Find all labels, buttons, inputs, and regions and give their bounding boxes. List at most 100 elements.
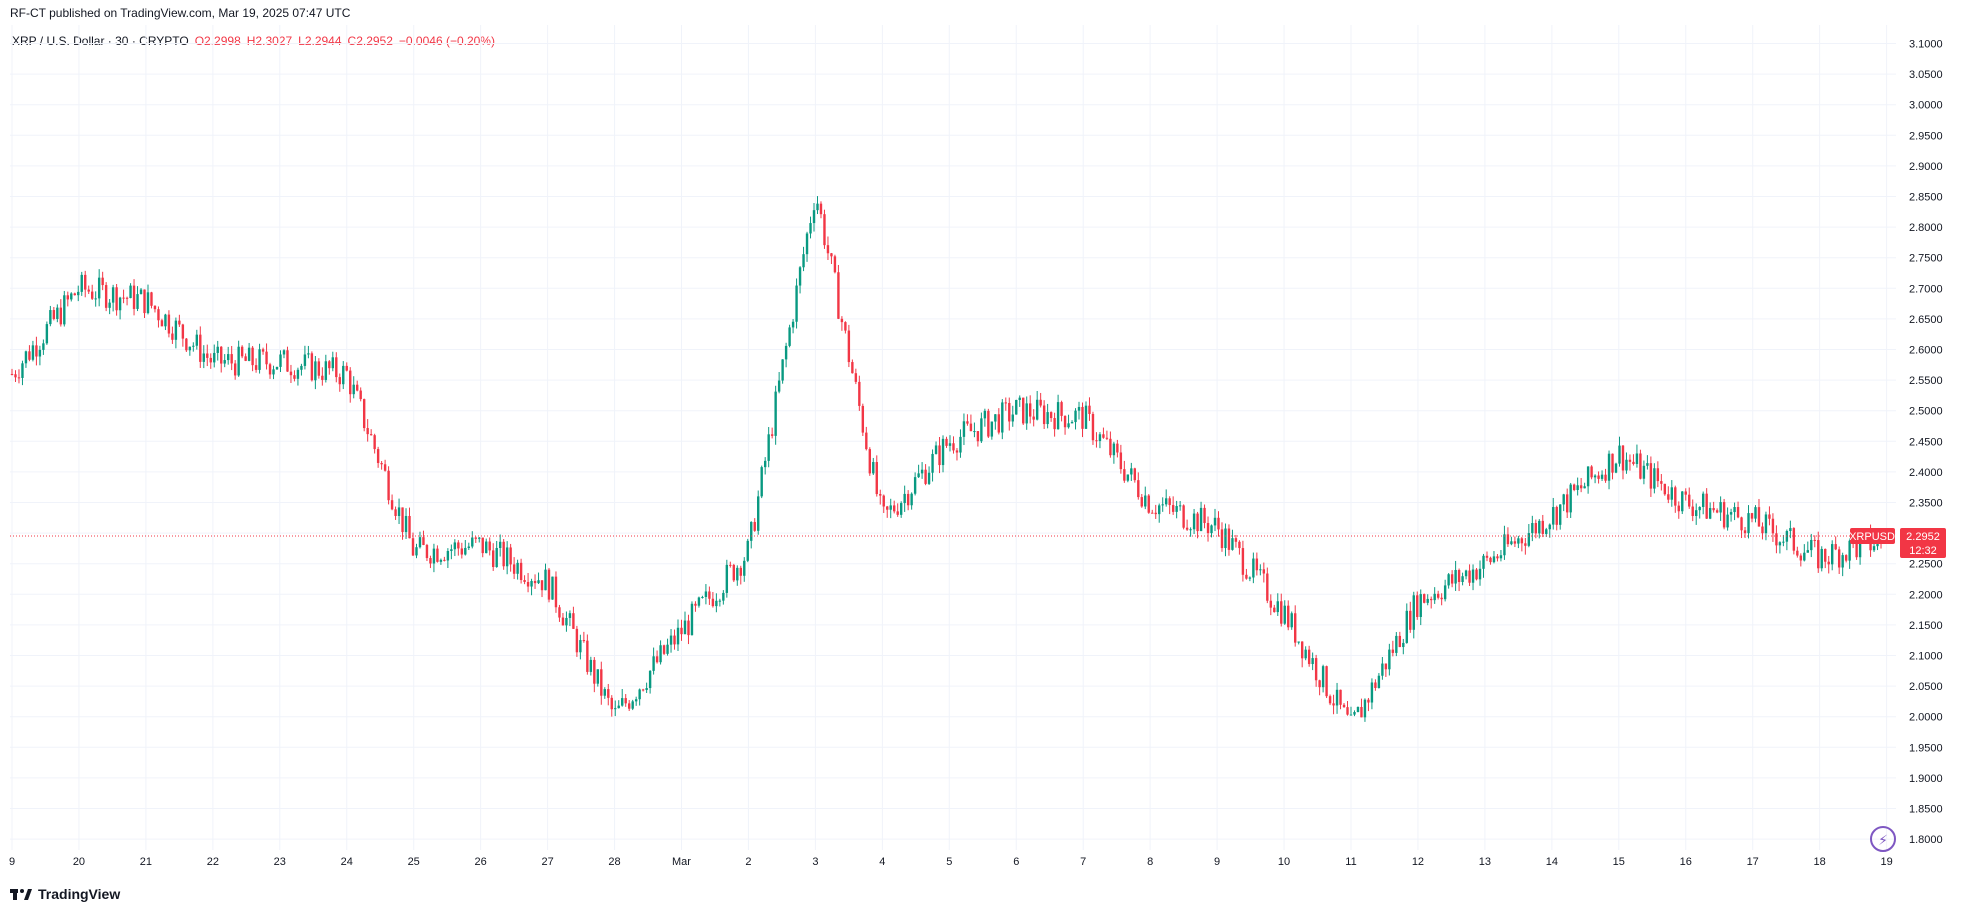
candle-body (146, 292, 150, 314)
candle-body (390, 500, 394, 510)
candle-body (28, 351, 31, 360)
candle-body (631, 701, 634, 709)
candle-body (1419, 594, 1422, 617)
lightning-icon[interactable]: ⚡ (1870, 826, 1896, 852)
candle-body (1565, 494, 1569, 513)
candle-body (715, 600, 718, 607)
candle-body (485, 541, 488, 554)
candle-body (1663, 483, 1667, 495)
candle-body (478, 537, 481, 539)
candle-body (743, 560, 746, 576)
candle-body (1454, 569, 1457, 584)
candle-body (436, 548, 439, 562)
candle-body (554, 576, 558, 608)
candle-body (736, 567, 739, 581)
candle-body (729, 564, 732, 566)
candle-body (1552, 507, 1555, 525)
candle-body (837, 272, 840, 319)
candle-body (1276, 601, 1279, 613)
candle-body (209, 357, 212, 363)
candle-body (1363, 699, 1367, 718)
candle-body (1273, 607, 1276, 613)
candle-body (1464, 570, 1468, 577)
candle-body (1067, 423, 1070, 428)
candle-body (1189, 529, 1192, 531)
candle-body (443, 559, 446, 561)
price-tick-label: 2.2000 (1909, 589, 1943, 601)
candle-body (966, 421, 969, 424)
symbol-title[interactable]: XRP / U.S. Dollar · 30 · CRYPTO (12, 34, 189, 48)
ohlc-high: H2.3027 (246, 34, 293, 48)
time-tick-label: 14 (1546, 856, 1558, 868)
candle-body (1503, 534, 1506, 556)
candle-body (139, 289, 143, 295)
candle-body (1691, 506, 1694, 516)
candle-body (261, 349, 265, 352)
candle-body (464, 547, 467, 555)
time-tick-label: 28 (608, 856, 620, 868)
symbol-legend: XRP / U.S. Dollar · 30 · CRYPTO O2.2998 … (12, 34, 495, 48)
candle-body (1339, 689, 1342, 705)
price-tick-label: 3.0000 (1909, 100, 1943, 112)
time-tick-label: 2 (745, 856, 751, 868)
candle-body (973, 431, 976, 433)
candle-body (1872, 546, 1876, 551)
candle-body (872, 462, 875, 474)
candle-body (1199, 507, 1203, 532)
candle-body (516, 562, 519, 574)
candle-body (1370, 682, 1374, 703)
candle-body (512, 564, 516, 574)
candle-body (474, 537, 477, 539)
candle-body (1827, 561, 1830, 565)
candle-body (1541, 520, 1544, 534)
candle-body (906, 493, 910, 506)
candle-body (1653, 468, 1656, 489)
candle-body (1109, 438, 1112, 456)
candle-body (1621, 445, 1625, 471)
candle-body (1761, 526, 1764, 534)
price-axis[interactable]: 3.1000 3.0500 3.0000 2.9500 2.9000 2.8500 2.80… (1896, 0, 1963, 911)
candle-body (411, 538, 415, 556)
candle-body (1440, 597, 1443, 600)
candle-body (1430, 598, 1433, 601)
candle-body (955, 450, 959, 453)
candle-body (704, 591, 708, 597)
candle-body (526, 581, 530, 587)
candle-body (1234, 538, 1238, 542)
candle-body (596, 669, 600, 684)
candle-body (1496, 556, 1499, 559)
candle-body (1670, 487, 1674, 500)
candle-body (1182, 505, 1185, 528)
candle-body (1600, 474, 1604, 479)
price-tick-label: 2.0000 (1909, 712, 1943, 724)
candle-body (1297, 641, 1300, 643)
candle-body (1158, 505, 1161, 515)
candle-body (220, 346, 223, 364)
price-tick-label: 2.7500 (1909, 253, 1943, 265)
candle-body (1688, 494, 1691, 507)
candle-body (1060, 402, 1063, 416)
candle-body (1227, 528, 1231, 550)
candle-body (1028, 403, 1032, 417)
candle-body (1105, 437, 1109, 439)
candle-body (1510, 541, 1513, 545)
candle-body (122, 297, 125, 299)
candle-body (321, 375, 324, 380)
candle-body (45, 324, 49, 344)
candle-body (213, 352, 216, 363)
candle-body (125, 297, 129, 299)
time-axis[interactable]: 9 20 21 22 23 24 25 26 27 28 Mar 2 3 4 5 6 7 8 9 10 11 12 13 14… (9, 856, 1893, 868)
candle-body (150, 292, 153, 306)
candle-body (1287, 605, 1290, 628)
candle-body (1677, 505, 1680, 512)
candle-body (844, 322, 847, 331)
candle-body (690, 603, 694, 636)
candle-body (1203, 507, 1206, 524)
symbol-tag-label: XRPUSD (1849, 531, 1895, 543)
candle-body (694, 603, 697, 606)
candle-body (1412, 595, 1415, 630)
candle-body (1586, 466, 1590, 487)
candle-body (1001, 402, 1004, 433)
candle-body (66, 295, 69, 300)
